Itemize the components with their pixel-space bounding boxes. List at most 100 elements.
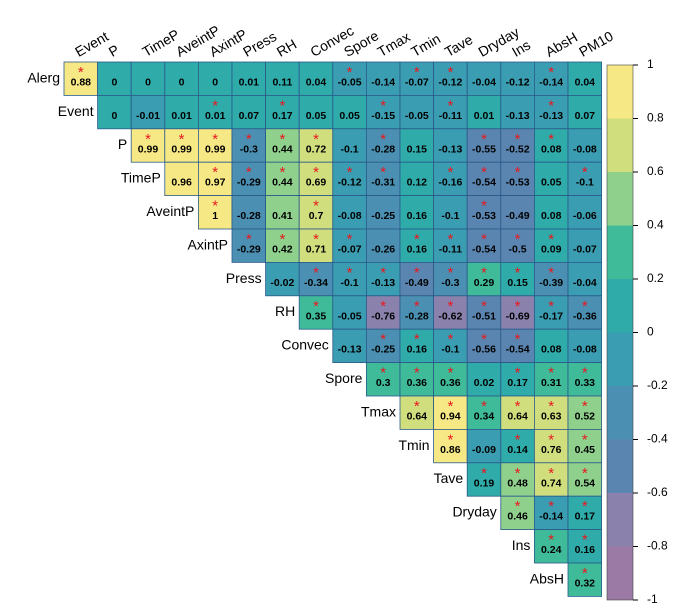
heatmap-cell <box>466 261 502 297</box>
significance-mark: * <box>515 431 521 448</box>
cell-value: 0.16 <box>407 210 428 222</box>
cell-value: 0 <box>111 110 117 122</box>
cell-value: -0.54 <box>472 177 496 189</box>
colorbar-band <box>607 118 633 172</box>
heatmap-cell <box>399 161 434 196</box>
cell-value: 0.34 <box>474 410 495 422</box>
cell-value: -0.3 <box>240 143 258 155</box>
cell-value: 0.42 <box>272 243 293 255</box>
heatmap-cell <box>466 395 502 430</box>
cell-value: 0.32 <box>575 577 596 589</box>
heatmap-cell <box>164 128 199 163</box>
heatmap-cell <box>197 95 233 130</box>
cell-value: 0.07 <box>575 110 596 122</box>
cell-value: 0 <box>145 76 151 88</box>
significance-mark: * <box>179 131 185 148</box>
significance-mark: * <box>313 264 319 281</box>
cell-value: -0.1 <box>441 344 459 356</box>
heatmap-cell <box>534 261 569 297</box>
cell-value: 0.41 <box>272 210 293 222</box>
significance-mark: * <box>548 298 554 315</box>
cell-value: -0.53 <box>472 210 496 222</box>
cell-value: 0.44 <box>272 143 293 155</box>
cell-value: -0.54 <box>506 344 530 356</box>
significance-mark: * <box>515 331 521 348</box>
heatmap-cell <box>399 128 434 163</box>
significance-mark: * <box>279 97 285 114</box>
cell-value: 0.64 <box>407 410 428 422</box>
colorbar-tick-label: 0 <box>647 325 654 339</box>
cell-value: 0.15 <box>407 143 428 155</box>
colorbar-tick-label: -0.6 <box>647 485 668 499</box>
cell-value: 0.01 <box>171 110 192 122</box>
cell-value: 0.17 <box>575 511 596 523</box>
significance-mark: * <box>447 97 453 114</box>
significance-mark: * <box>347 264 353 281</box>
cell-value: 0.48 <box>507 477 528 489</box>
heatmap-cell <box>130 61 166 96</box>
cell-value: 0.04 <box>306 76 327 88</box>
significance-mark: * <box>548 231 554 248</box>
significance-mark: * <box>246 131 252 148</box>
cell-value: -0.08 <box>338 210 362 222</box>
heatmap-cell <box>466 428 502 464</box>
colorbar-tick-label: -0.8 <box>647 539 668 553</box>
cell-value: -0.13 <box>506 110 530 122</box>
row-label: AbsH <box>530 570 564 586</box>
colorbar-band <box>607 225 633 279</box>
cell-value: 0.69 <box>306 177 327 189</box>
significance-mark: * <box>515 498 521 515</box>
cell-value: 0.01 <box>239 76 260 88</box>
significance-mark: * <box>78 64 84 81</box>
heatmap-cell <box>332 161 367 196</box>
heatmap-cell <box>365 195 401 230</box>
cell-value: -0.26 <box>371 243 395 255</box>
significance-mark: * <box>515 465 521 482</box>
cell-value: 0.88 <box>71 76 92 88</box>
cell-value: 0.94 <box>440 410 461 422</box>
heatmap-cell <box>399 261 434 297</box>
cell-value: 0.7 <box>309 210 324 222</box>
significance-mark: * <box>380 264 386 281</box>
cell-value: 0.17 <box>507 377 528 389</box>
colorbar-band <box>607 279 633 333</box>
significance-mark: * <box>313 164 319 181</box>
significance-mark: * <box>380 365 386 382</box>
heatmap-cell <box>399 61 434 96</box>
heatmap-cell <box>97 95 132 130</box>
cell-value: 0.05 <box>339 110 360 122</box>
row-label: Spore <box>325 370 363 386</box>
cell-value: 0 <box>111 76 117 88</box>
significance-mark: * <box>481 164 487 181</box>
cell-value: 0.99 <box>138 143 159 155</box>
cell-value: -0.76 <box>371 310 395 322</box>
column-label: PM10 <box>576 28 616 60</box>
colorbar-tick-label: 1 <box>647 57 654 71</box>
cell-value: -0.49 <box>405 277 429 289</box>
heatmap-cell <box>567 362 602 397</box>
significance-mark: * <box>279 131 285 148</box>
cell-value: 0.52 <box>575 410 596 422</box>
heatmap-cell <box>500 362 535 397</box>
heatmap-cell <box>534 395 569 430</box>
significance-mark: * <box>380 164 386 181</box>
cell-value: -0.29 <box>237 177 261 189</box>
significance-mark: * <box>481 131 487 148</box>
heatmap-cell <box>500 395 535 430</box>
significance-mark: * <box>414 231 420 248</box>
significance-mark: * <box>414 64 420 81</box>
cell-value: 0.02 <box>474 377 495 389</box>
significance-mark: * <box>548 365 554 382</box>
row-label: Tmax <box>361 403 396 419</box>
cell-value: -0.11 <box>439 110 463 122</box>
significance-mark: * <box>582 565 588 582</box>
cell-value: 0.08 <box>541 344 562 356</box>
heatmap-cell <box>466 161 502 196</box>
cell-value: -0.04 <box>472 76 496 88</box>
cell-value: 0.72 <box>306 143 327 155</box>
colorbar-tick-label: 0.8 <box>647 111 664 125</box>
significance-mark: * <box>447 264 453 281</box>
colorbar-tick-label: -0.2 <box>647 378 668 392</box>
heatmap-cell <box>500 428 535 464</box>
